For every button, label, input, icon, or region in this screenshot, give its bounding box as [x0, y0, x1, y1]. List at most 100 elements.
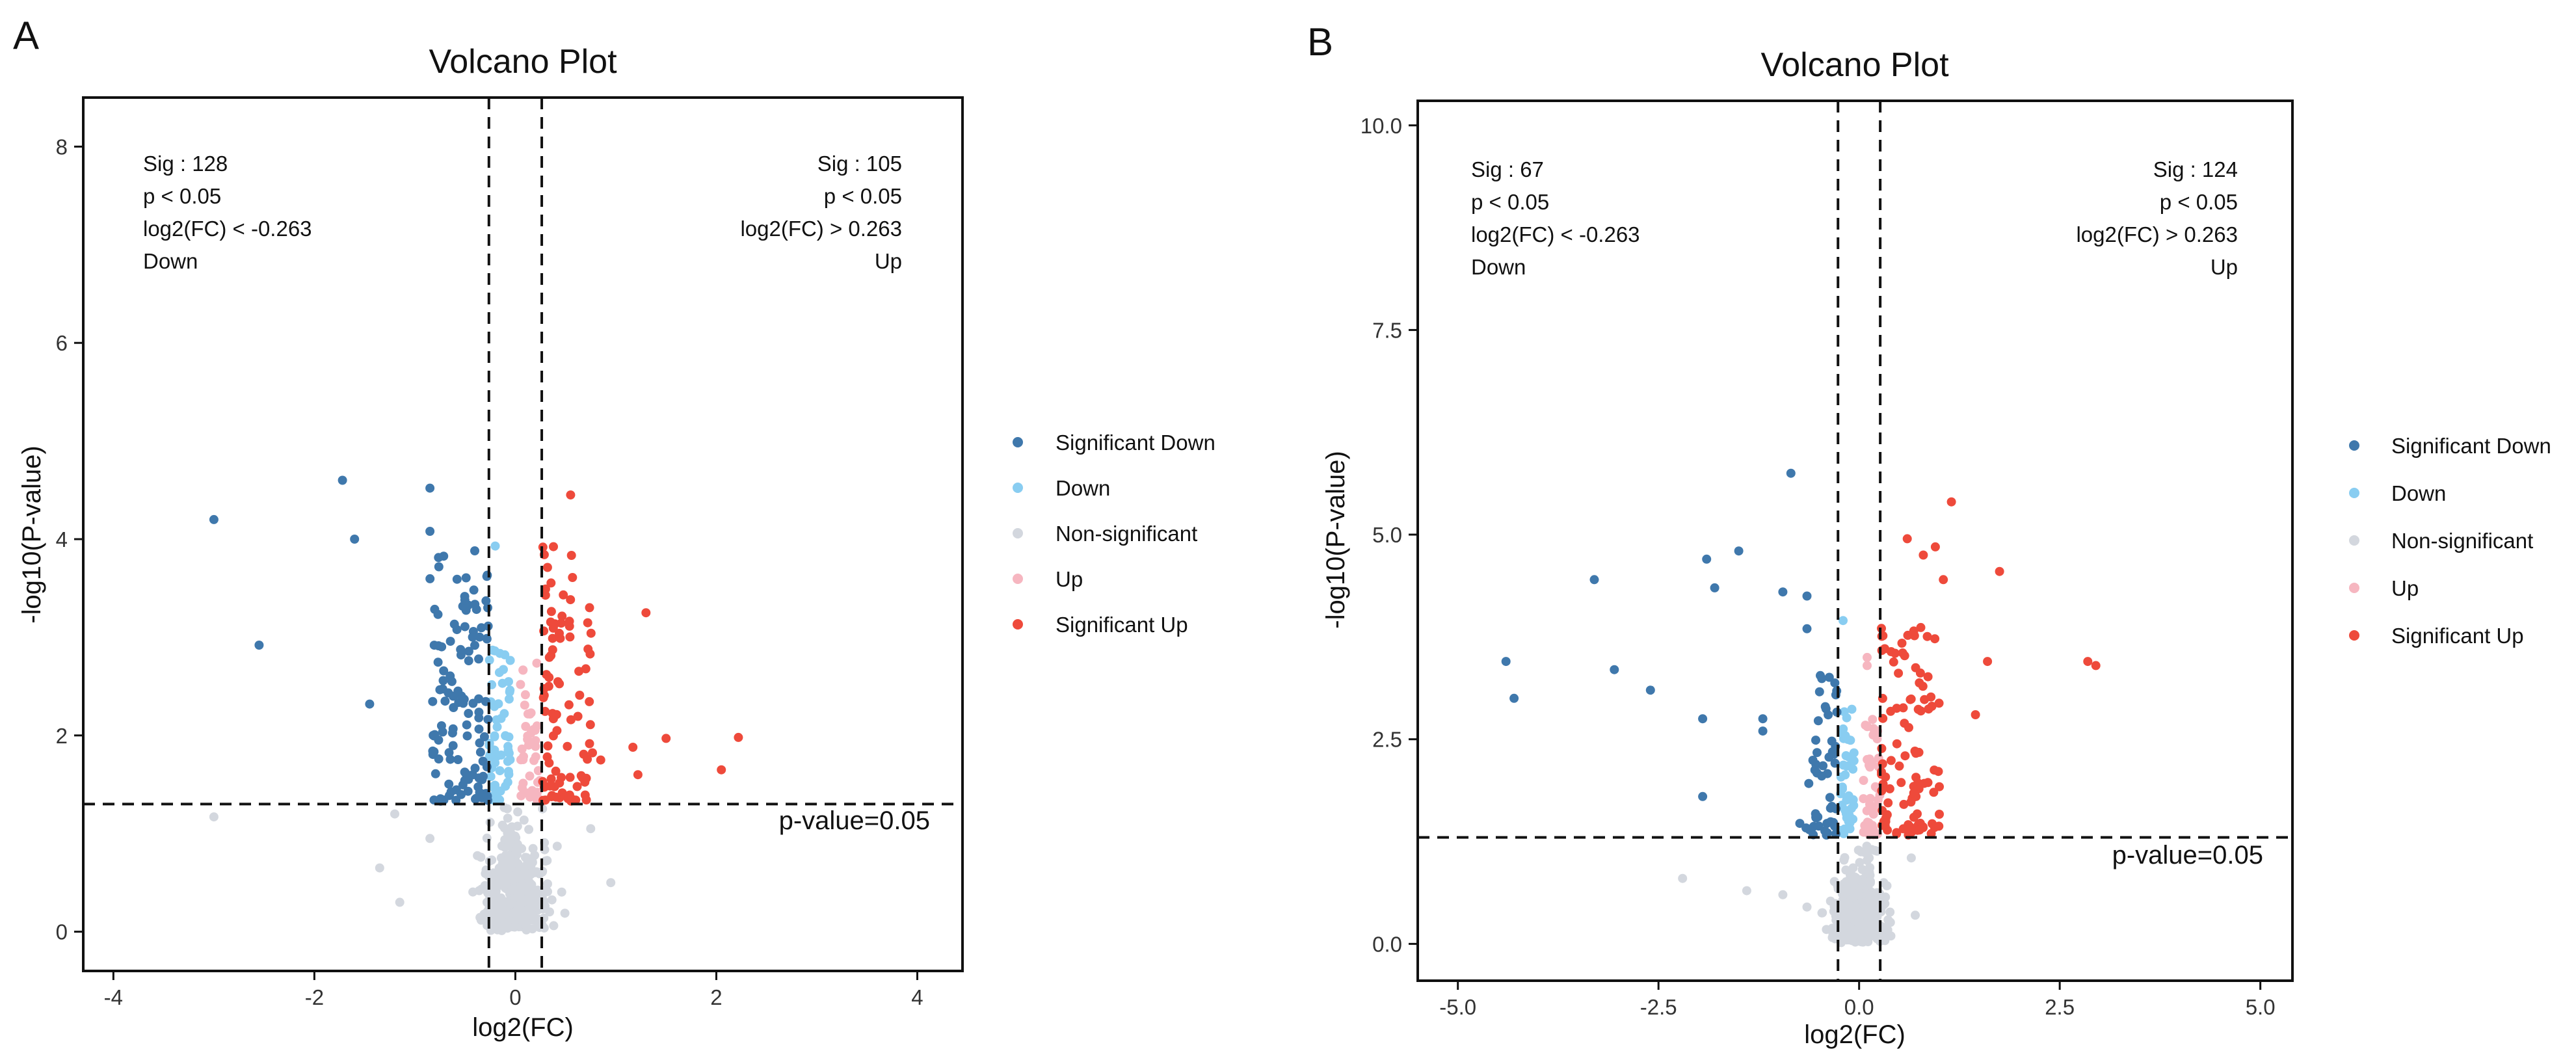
point-sig-down	[434, 754, 444, 763]
panel-b-threshold-label: p-value=0.05	[2112, 841, 2263, 870]
y-tick-label: 6	[56, 331, 68, 355]
point-sig-down	[1698, 791, 1708, 801]
point-sig-down	[448, 741, 458, 750]
point-sig-up	[557, 618, 566, 628]
point-up	[1865, 829, 1874, 838]
point-nonsig	[538, 866, 548, 876]
panel-a-plot-frame	[82, 96, 964, 972]
point-nonsig	[503, 814, 512, 823]
point-sig-down	[456, 644, 466, 654]
point-up	[516, 680, 525, 689]
point-up	[516, 755, 525, 765]
point-sig-up	[542, 752, 552, 762]
point-sig-down	[1778, 587, 1788, 597]
x-tick-label: 5.0	[2246, 995, 2276, 1019]
point-up	[1863, 754, 1872, 764]
point-sig-down	[1813, 716, 1823, 726]
panel-b-legend-key-up	[2349, 583, 2359, 593]
point-down	[494, 668, 504, 678]
point-down	[1841, 751, 1851, 760]
point-nonsig	[1678, 873, 1688, 883]
point-sig-down	[452, 574, 462, 584]
point-down	[498, 678, 507, 688]
point-sig-down	[1810, 765, 1820, 775]
x-tick-label: -2	[305, 985, 324, 1009]
point-sig-up	[1909, 812, 1919, 822]
point-sig-down	[474, 708, 484, 717]
point-sig-up	[1923, 778, 1933, 788]
point-down	[490, 646, 499, 656]
point-down	[1845, 824, 1855, 834]
point-sig-down	[463, 786, 473, 796]
point-sig-down	[445, 754, 455, 764]
point-sig-down	[470, 641, 479, 650]
point-nonsig	[501, 909, 511, 918]
point-nonsig	[1883, 925, 1892, 935]
point-nonsig	[1885, 907, 1895, 917]
point-down	[503, 756, 512, 766]
point-sig-up	[1890, 648, 1900, 658]
point-sig-up	[1909, 788, 1919, 798]
point-sig-up	[542, 563, 552, 572]
panel-a-axes: -4 -2 0 2 4 0 2 4 6 8	[56, 135, 923, 1009]
point-nonsig	[1840, 853, 1850, 862]
panel-a-legend-key-sig-down	[1013, 437, 1023, 447]
point-sig-down	[1734, 546, 1744, 556]
point-down	[1846, 736, 1855, 745]
panel-a-legend-label-up: Up	[1056, 567, 1083, 591]
panel-b-legend-key-down	[2349, 488, 2359, 498]
point-sig-down	[461, 573, 471, 583]
point-sig-down	[474, 654, 483, 664]
point-nonsig	[504, 851, 514, 860]
point-sig-up	[1883, 798, 1893, 808]
point-sig-down	[470, 763, 480, 773]
point-sig-down	[209, 514, 219, 524]
point-up	[517, 744, 527, 754]
point-nonsig	[493, 879, 503, 889]
panel-a-legend-label-sig-down: Significant Down	[1056, 431, 1215, 455]
point-nonsig	[540, 856, 550, 866]
point-up	[524, 740, 533, 750]
point-sig-up	[579, 749, 589, 759]
point-sig-down	[425, 483, 435, 493]
point-down	[490, 541, 500, 551]
point-sig-up	[548, 623, 558, 633]
point-sig-up	[1902, 534, 1912, 544]
point-sig-up	[1920, 695, 1930, 704]
point-sig-up	[1933, 767, 1943, 777]
point-nonsig	[525, 869, 535, 879]
panel-a-legend-key-nonsig	[1013, 528, 1023, 538]
point-sig-up	[1923, 672, 1933, 682]
point-sig-down	[438, 676, 448, 685]
point-sig-up	[566, 490, 576, 500]
point-nonsig	[528, 843, 538, 853]
point-sig-up	[2091, 661, 2101, 670]
point-up	[521, 722, 531, 731]
point-sig-up	[544, 672, 554, 682]
point-sig-down	[449, 703, 458, 712]
point-sig-down	[459, 695, 469, 704]
point-sig-up	[661, 734, 671, 743]
point-sig-up	[540, 584, 550, 594]
point-nonsig	[1853, 845, 1863, 855]
point-nonsig	[501, 878, 511, 888]
panel-a-annot-right-2: log2(FC) > 0.263	[740, 217, 902, 241]
point-nonsig	[507, 838, 516, 848]
panel-b-annot-right-2: log2(FC) > 0.263	[2076, 222, 2238, 246]
point-sig-down	[1811, 812, 1821, 822]
point-up	[1863, 661, 1872, 670]
panel-a-legend-label-nonsig: Non-significant	[1056, 522, 1197, 546]
point-up	[1868, 730, 1878, 740]
x-tick-label: 2	[710, 985, 722, 1009]
point-sig-down	[1817, 771, 1827, 781]
point-sig-up	[1909, 631, 1919, 641]
point-sig-up	[566, 551, 576, 560]
point-sig-up	[586, 628, 596, 638]
y-tick-label: 10.0	[1361, 114, 1402, 138]
point-sig-down	[460, 622, 470, 631]
point-sig-up	[557, 611, 567, 621]
panel-b-annot-left-0: Sig : 67	[1471, 157, 1544, 181]
y-tick-label: 0.0	[1372, 932, 1402, 956]
x-tick-label: 4	[911, 985, 923, 1009]
point-sig-down	[451, 785, 461, 795]
